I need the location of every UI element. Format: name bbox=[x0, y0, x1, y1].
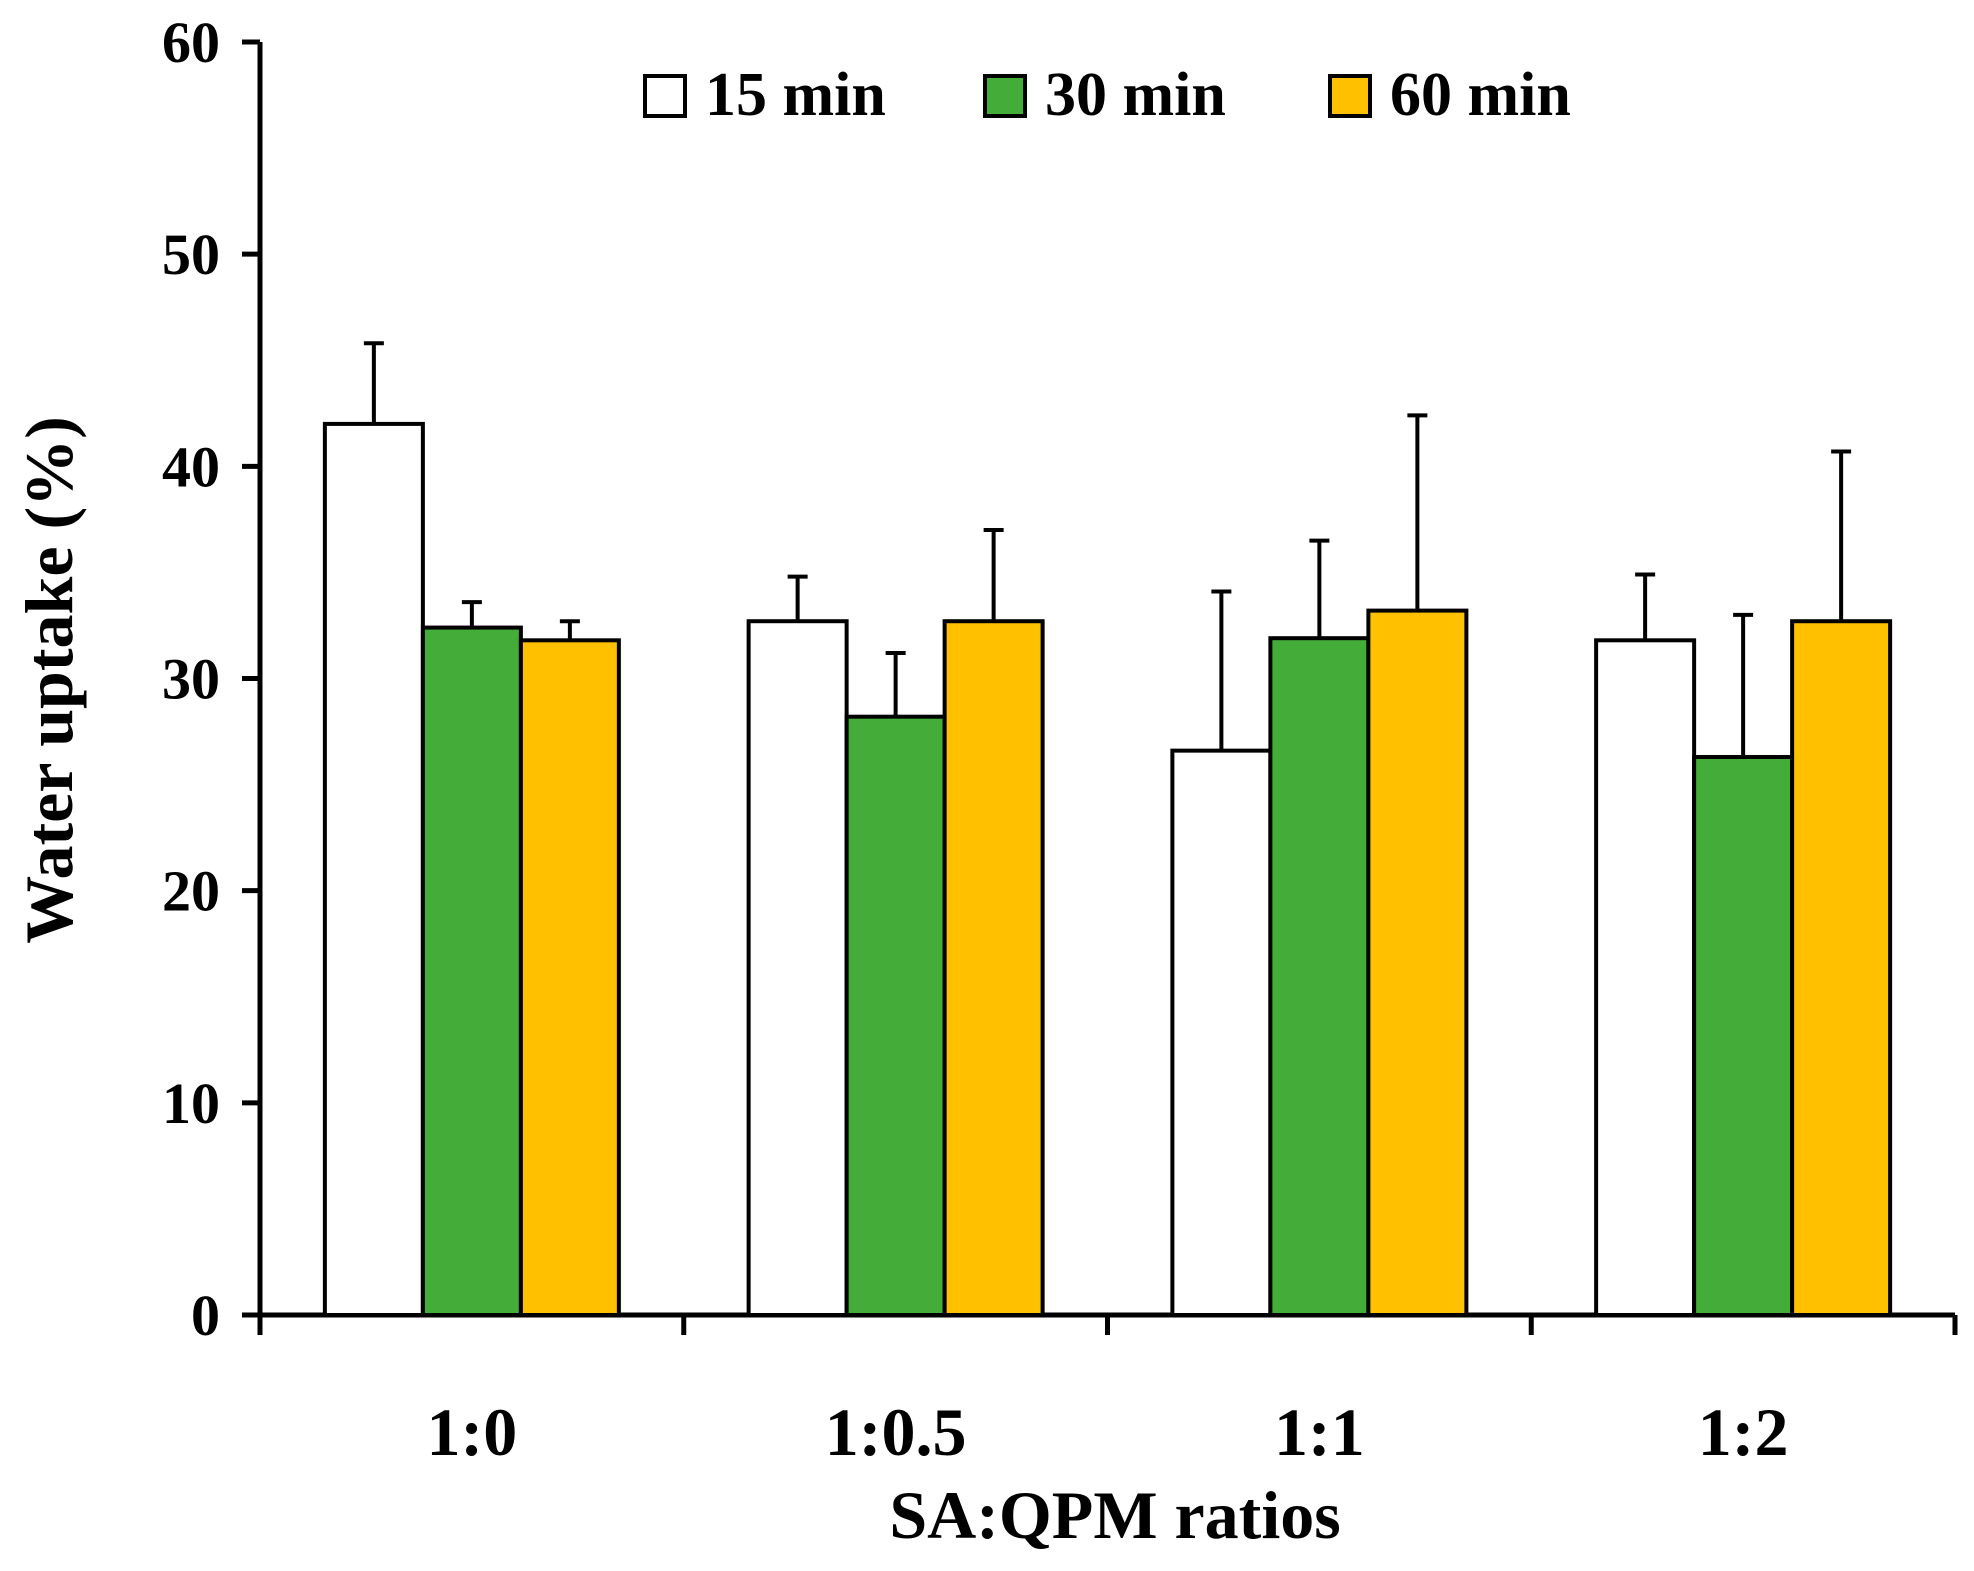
bar-60-min-1:0 bbox=[518, 638, 621, 1317]
y-tick-label: 30 bbox=[162, 647, 220, 712]
x-tick-label: 1:1 bbox=[1274, 1394, 1365, 1470]
legend-swatch-15-min bbox=[643, 74, 687, 118]
legend-label: 60 min bbox=[1390, 61, 1571, 129]
bar-30-min-1:2 bbox=[1692, 755, 1795, 1317]
bar-30-min-1:0 bbox=[420, 625, 523, 1317]
legend-swatch-30-min bbox=[983, 74, 1027, 118]
legend: 15 min 30 min 60 min bbox=[643, 61, 1571, 129]
y-tick-label: 50 bbox=[162, 222, 220, 287]
x-tick-label: 1:2 bbox=[1698, 1394, 1789, 1470]
legend-swatch-60-min bbox=[1328, 74, 1372, 118]
x-tick-label: 1:0 bbox=[427, 1394, 518, 1470]
x-tick-label: 1:0.5 bbox=[825, 1394, 967, 1470]
bar-60-min-1:1 bbox=[1366, 608, 1469, 1317]
bar-60-min-1:2 bbox=[1790, 619, 1893, 1317]
legend-label: 15 min bbox=[705, 61, 886, 129]
legend-label: 30 min bbox=[1045, 61, 1226, 129]
bar-15-min-1:1 bbox=[1170, 748, 1273, 1317]
y-axis-label: Water uptake (%) bbox=[11, 416, 87, 944]
bar-30-min-1:1 bbox=[1268, 636, 1371, 1317]
y-tick-label: 10 bbox=[162, 1071, 220, 1136]
bar-15-min-1:0.5 bbox=[746, 619, 849, 1317]
plot-area: 0 10 20 30 40 50 60 1:0 1:0.5 1:1 1:2 bbox=[162, 10, 1958, 1470]
y-tick-label: 0 bbox=[191, 1283, 220, 1348]
x-axis-label: SA:QPM ratios bbox=[889, 1477, 1340, 1553]
bar-30-min-1:0.5 bbox=[844, 714, 947, 1317]
bar-15-min-1:2 bbox=[1594, 638, 1697, 1317]
y-tick-label: 20 bbox=[162, 859, 220, 924]
y-tick-label: 60 bbox=[162, 10, 220, 75]
y-tick-label: 40 bbox=[162, 434, 220, 499]
bar-60-min-1:0.5 bbox=[942, 619, 1045, 1317]
bar-15-min-1:0 bbox=[322, 421, 425, 1317]
